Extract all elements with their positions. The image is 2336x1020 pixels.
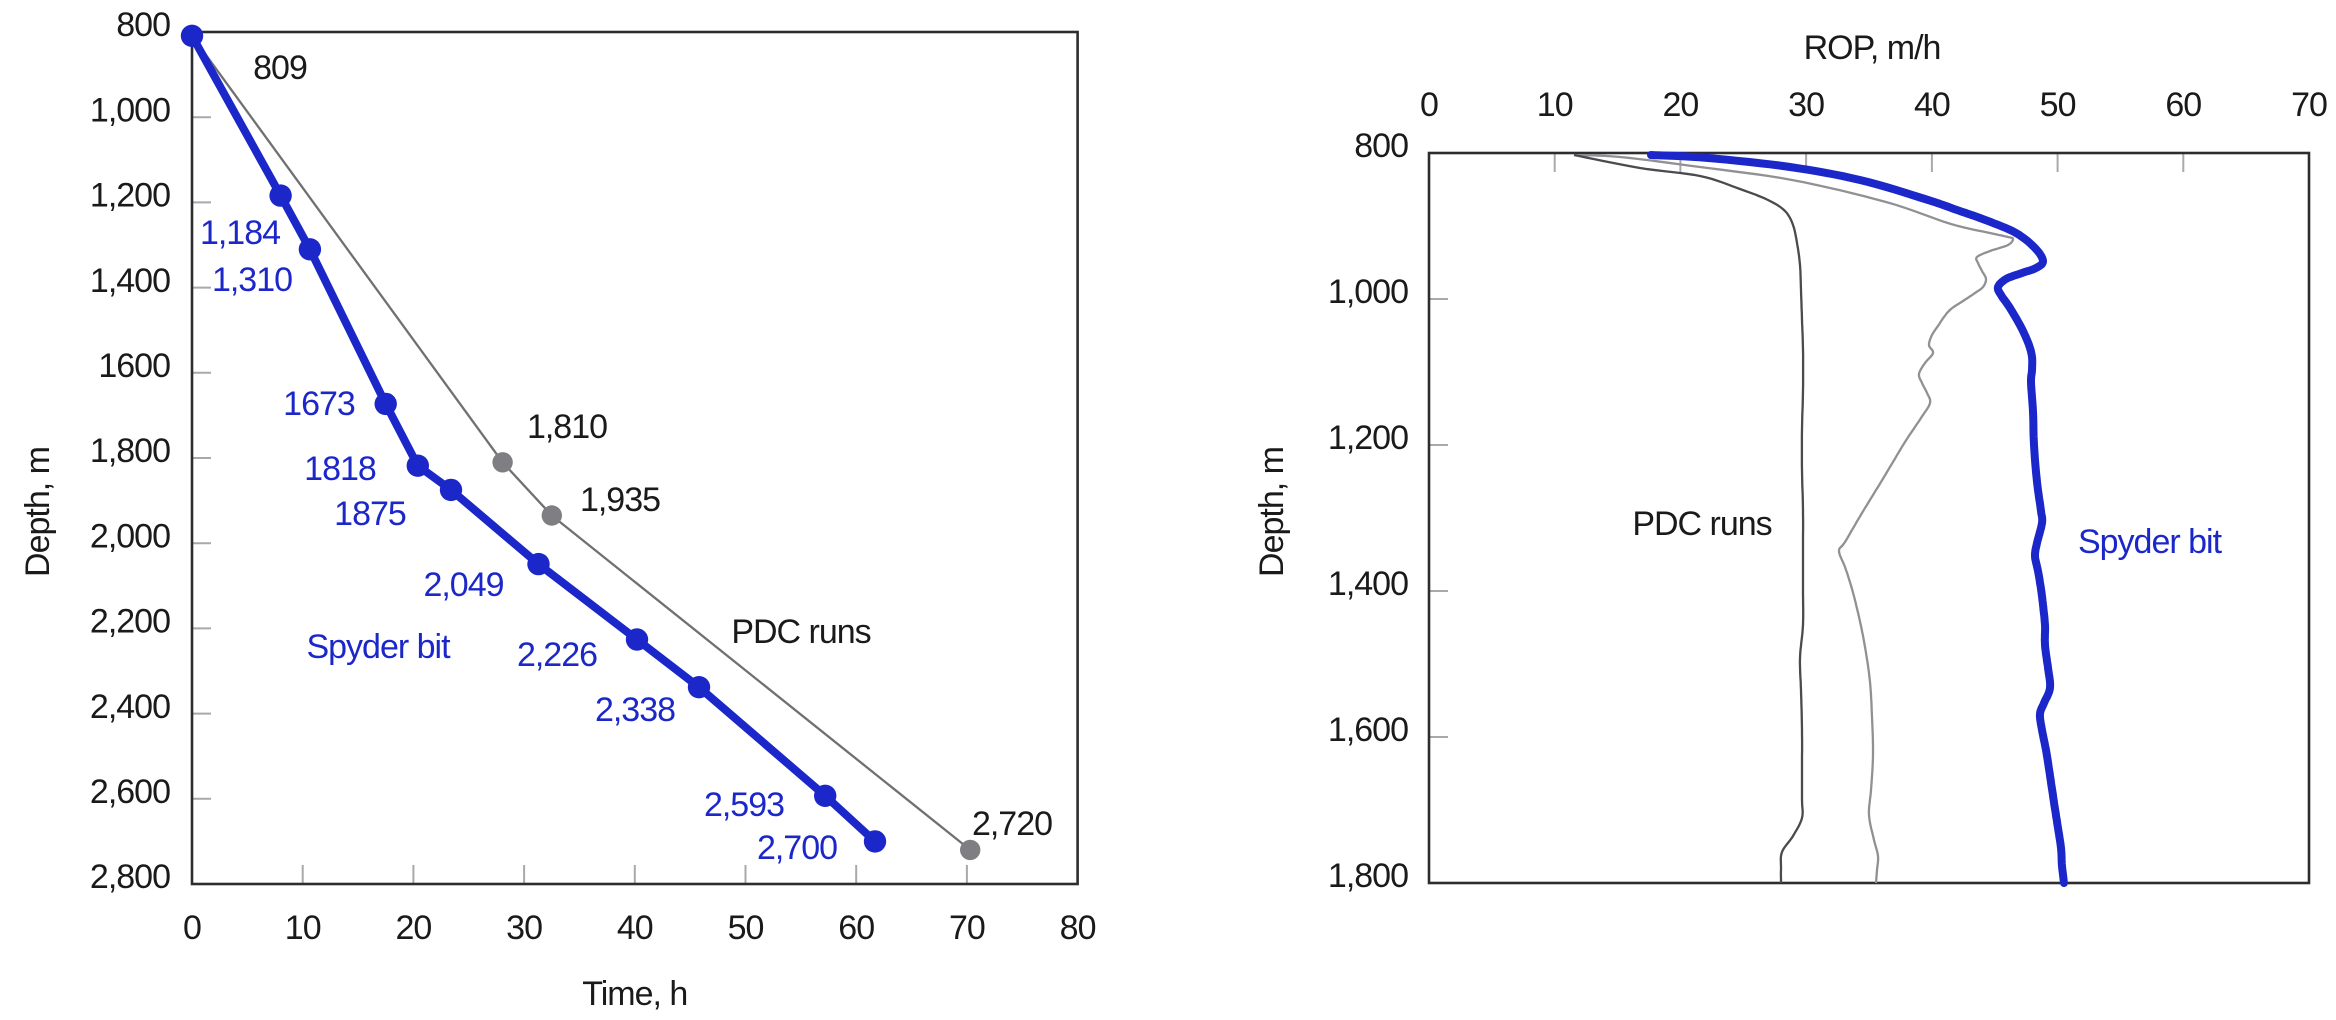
svg-text:1,400: 1,400	[1328, 565, 1408, 603]
svg-text:0: 0	[183, 909, 201, 947]
svg-text:1,000: 1,000	[90, 91, 170, 129]
svg-text:Time, h: Time, h	[582, 975, 687, 1013]
svg-text:60: 60	[838, 909, 874, 947]
svg-text:1600: 1600	[98, 347, 170, 385]
svg-text:Spyder bit: Spyder bit	[2078, 523, 2223, 561]
svg-text:1818: 1818	[304, 450, 376, 488]
svg-text:2,593: 2,593	[704, 786, 784, 824]
svg-text:10: 10	[1537, 86, 1573, 124]
svg-text:1673: 1673	[283, 385, 355, 423]
svg-text:1,184: 1,184	[200, 214, 280, 252]
svg-text:50: 50	[2040, 86, 2076, 124]
svg-text:1875: 1875	[334, 495, 406, 533]
svg-text:1,800: 1,800	[90, 432, 170, 470]
svg-text:70: 70	[2291, 86, 2327, 124]
svg-text:2,800: 2,800	[90, 858, 170, 896]
svg-text:40: 40	[617, 909, 653, 947]
svg-text:ROP, m/h: ROP, m/h	[1804, 29, 1941, 67]
svg-text:2,200: 2,200	[90, 603, 170, 641]
svg-text:1,200: 1,200	[1328, 419, 1408, 457]
svg-text:1,600: 1,600	[1328, 711, 1408, 749]
svg-text:2,338: 2,338	[595, 691, 675, 729]
svg-text:1,310: 1,310	[212, 261, 292, 299]
svg-text:1,200: 1,200	[90, 177, 170, 215]
svg-text:50: 50	[728, 909, 764, 947]
svg-text:30: 30	[506, 909, 542, 947]
svg-text:Depth, m: Depth, m	[19, 447, 57, 577]
svg-text:Depth, m: Depth, m	[1253, 447, 1291, 577]
svg-text:Spyder bit: Spyder bit	[306, 628, 451, 666]
svg-text:20: 20	[1662, 86, 1698, 124]
svg-text:2,400: 2,400	[90, 688, 170, 726]
svg-text:2,720: 2,720	[972, 805, 1052, 843]
svg-text:60: 60	[2165, 86, 2201, 124]
svg-text:1,810: 1,810	[527, 408, 607, 446]
svg-text:40: 40	[1914, 86, 1950, 124]
svg-text:PDC runs: PDC runs	[731, 613, 870, 651]
svg-text:80: 80	[1060, 909, 1096, 947]
svg-text:800: 800	[1354, 127, 1408, 165]
svg-text:2,600: 2,600	[90, 773, 170, 811]
svg-text:30: 30	[1788, 86, 1824, 124]
svg-text:800: 800	[116, 6, 170, 44]
svg-text:1,800: 1,800	[1328, 857, 1408, 895]
svg-text:1,000: 1,000	[1328, 273, 1408, 311]
svg-text:1,400: 1,400	[90, 262, 170, 300]
svg-text:20: 20	[395, 909, 431, 947]
svg-text:809: 809	[253, 49, 307, 87]
svg-text:0: 0	[1420, 86, 1438, 124]
svg-text:70: 70	[949, 909, 985, 947]
svg-text:2,000: 2,000	[90, 517, 170, 555]
svg-text:1,935: 1,935	[580, 481, 660, 519]
svg-text:2,049: 2,049	[423, 566, 503, 604]
svg-text:PDC runs: PDC runs	[1632, 505, 1771, 543]
svg-text:2,700: 2,700	[757, 829, 837, 867]
svg-text:2,226: 2,226	[517, 636, 597, 674]
svg-text:10: 10	[285, 909, 321, 947]
